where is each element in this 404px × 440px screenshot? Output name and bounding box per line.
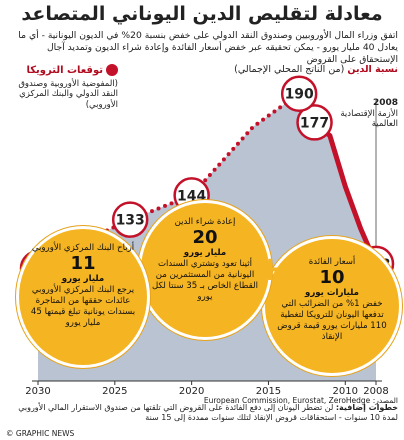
- legend-body: (المفوضية الأوروبية وصندوق النقد الدولي …: [18, 78, 118, 110]
- bubble-buyback-heading: إعادة شراء الدين: [174, 217, 236, 227]
- plus-icon: +: [116, 249, 145, 289]
- x-tick-label: 2015: [256, 386, 281, 397]
- x-tick-label: 2008: [363, 386, 388, 397]
- bubble-interest-amount: 10: [319, 267, 345, 288]
- bubble-buyback-amount: 20: [192, 227, 218, 248]
- bubble-buyback-body: أثينا تعود وتشتري السندات اليونانية من ا…: [151, 259, 259, 302]
- x-tick-label: 2025: [102, 386, 127, 397]
- value-label: 133: [116, 213, 145, 229]
- bubble-ecb-heading: أرباح البنك المركزي الأوروبي: [31, 243, 135, 253]
- bubble-interest-unit: مليارات يورو: [305, 288, 359, 298]
- crisis-year: 2008: [372, 98, 398, 108]
- legend: توقعات الترويكا (المفوضية الأوروبية وصند…: [6, 64, 118, 110]
- bubble-buyback-unit: مليار يورو: [183, 248, 227, 258]
- value-label: 177: [300, 115, 329, 131]
- legend-swatch: [106, 64, 118, 76]
- bubble-interest-heading: أسعار الفائدة: [308, 257, 356, 267]
- footnote-text: لن تضطر اليونان إلى دفع الفائدة على القر…: [18, 403, 398, 422]
- bubble-ecb-body: يرجع البنك المركزي الأوروبي عائدات حققها…: [30, 285, 136, 328]
- crisis-note: 2008 الأزمة الإقتصادية العالمية: [340, 98, 398, 130]
- value-marker: [111, 201, 149, 238]
- y-axis-label: نسبة الدين (من الناتج المحلي الإجمالي): [234, 64, 398, 75]
- bubble-interest-body: خفض 1% من الضرائب التي تدفعها اليونان لل…: [277, 299, 387, 342]
- source: المصدر: European Commission, Eurostat, Z…: [203, 396, 398, 405]
- value-marker: [296, 104, 333, 141]
- subtitle: اتفق وزراء المال الأوروبيين وصندوق النقد…: [18, 30, 398, 65]
- value-marker: [280, 75, 318, 112]
- plus-icon: +: [256, 249, 285, 289]
- crisis-text: الأزمة الإقتصادية العالمية: [340, 108, 398, 130]
- x-tick-label: 2010: [333, 386, 358, 397]
- y-axis-label-bold: نسبة الدين: [347, 64, 398, 75]
- bubble-buyback: إعادة شراء الدين 20 مليار يورو أثينا تعو…: [138, 200, 272, 340]
- value-label: 190: [285, 87, 314, 103]
- bubble-interest-rates: أسعار الفائدة 10 مليارات يورو خفض 1% من …: [262, 236, 402, 376]
- footnote: خطوات إضافية: لن تضطر اليونان إلى دفع ال…: [6, 403, 398, 423]
- x-tick-label: 2020: [179, 386, 204, 397]
- x-tick-label: 2030: [25, 386, 50, 397]
- bubble-ecb-profits: أرباح البنك المركزي الأوروبي 11 مليار يو…: [16, 226, 150, 368]
- bubble-ecb-amount: 11: [70, 253, 96, 274]
- credit: © GRAPHIC NEWS: [6, 429, 75, 438]
- bubble-ecb-unit: مليار يورو: [61, 274, 105, 284]
- footnote-bold: خطوات إضافية:: [335, 403, 398, 412]
- y-axis-label-rest: (من الناتج المحلي الإجمالي): [234, 64, 348, 75]
- page-title: معادلة لتقليص الدين اليوناني المتصاعد: [21, 3, 383, 25]
- legend-title: توقعات الترويكا: [6, 64, 118, 77]
